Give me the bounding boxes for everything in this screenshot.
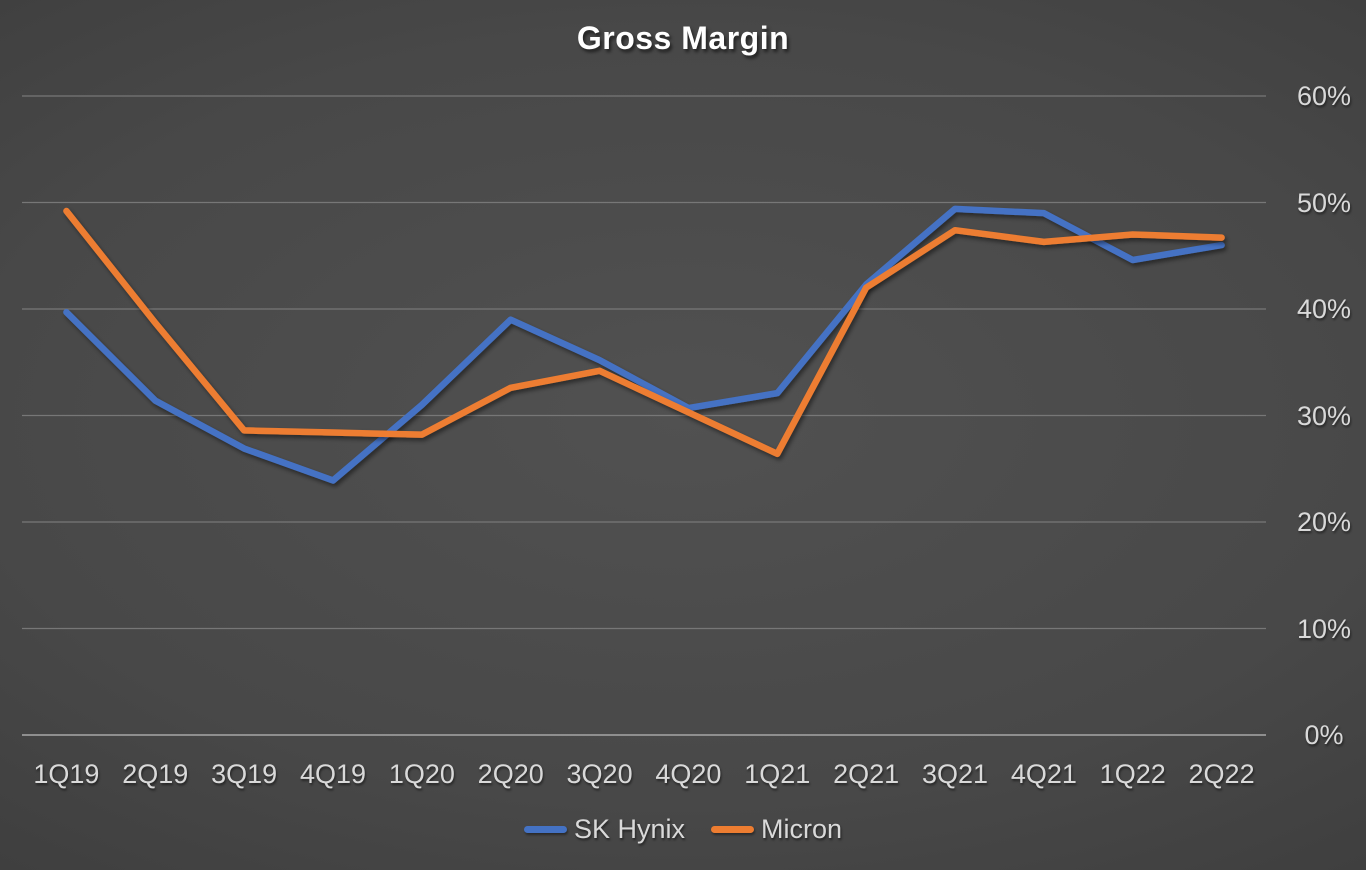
x-axis-label: 2Q19	[122, 759, 189, 789]
y-axis-label: 30%	[1296, 400, 1352, 431]
legend: SK Hynix Micron	[0, 814, 1366, 845]
legend-swatch-micron-line	[711, 826, 755, 833]
x-axis-label: 1Q22	[1099, 759, 1166, 789]
x-axis-label: 1Q21	[744, 759, 811, 789]
legend-item-micron: Micron	[711, 814, 842, 845]
y-axis-label: 40%	[1296, 294, 1352, 324]
legend-label-micron: Micron	[761, 814, 843, 844]
y-axis-label: 60%	[1296, 81, 1352, 111]
x-axis-label: 1Q20	[388, 759, 455, 789]
x-axis-label: 1Q19	[33, 759, 100, 789]
legend-label-sk-hynix: SK Hynix	[573, 814, 686, 844]
x-axis-label: 2Q22	[1188, 759, 1255, 789]
x-axis-label: 4Q20	[655, 759, 722, 789]
y-axis-label: 10%	[1296, 613, 1352, 644]
chart-title: Gross Margin	[576, 20, 790, 56]
x-axis-label: 2Q20	[477, 759, 544, 789]
legend-item-sk-hynix: SK Hynix	[523, 814, 686, 845]
y-axis-label: 50%	[1296, 187, 1352, 218]
x-axis-label: 3Q19	[211, 759, 278, 789]
x-axis-label: 3Q20	[566, 759, 633, 789]
series-line-sk-hynix	[63, 205, 1225, 484]
y-axis-label: 0%	[1304, 720, 1344, 750]
x-axis-label: 4Q19	[299, 759, 367, 789]
y-axis-label: 20%	[1296, 507, 1352, 537]
gridlines	[22, 95, 1266, 736]
x-axis-label: 2Q21	[833, 759, 900, 789]
x-axis-label: 3Q21	[921, 759, 989, 789]
series-lines	[63, 205, 1225, 484]
legend-swatch-sk-hynix-line	[523, 826, 567, 833]
x-axis-label: 4Q21	[1010, 759, 1077, 789]
series-line-micron	[63, 207, 1225, 458]
